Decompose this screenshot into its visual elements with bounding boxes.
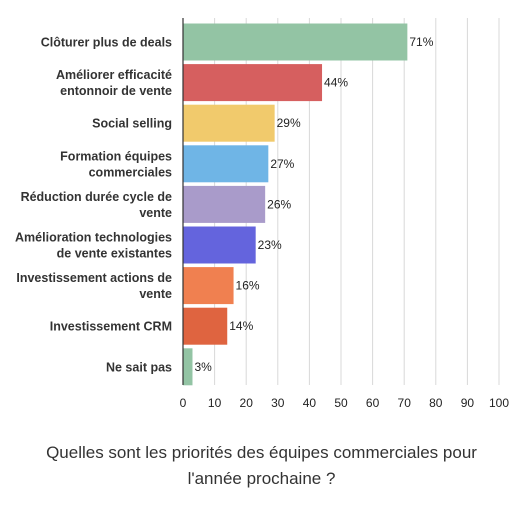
value-label: 3% bbox=[194, 360, 212, 374]
bar bbox=[183, 267, 234, 305]
category-label: Formation équipes commerciales bbox=[60, 149, 172, 179]
category-label-line: vente bbox=[139, 206, 172, 220]
category-label-line: Réduction durée cycle de bbox=[21, 190, 172, 204]
category-label-line: Social selling bbox=[92, 117, 172, 131]
category-label-line: Amélioration technologies bbox=[15, 231, 172, 245]
x-tick-label: 20 bbox=[240, 396, 254, 410]
x-tick-labels: 0 10 20 30 40 50 60 70 80 90 100 bbox=[180, 396, 510, 410]
category-label-line: commerciales bbox=[89, 165, 172, 179]
bar bbox=[183, 104, 275, 142]
chart-title-line-2: l'année prochaine ? bbox=[187, 469, 336, 488]
bar-chart: Clôturer plus de deals Améliorer efficaci… bbox=[15, 18, 510, 410]
category-label-line: de vente existantes bbox=[57, 247, 172, 261]
category-label-line: vente bbox=[139, 287, 172, 301]
category-label: Améliorer efficacité entonnoir de vente bbox=[56, 68, 172, 98]
x-tick-label: 90 bbox=[461, 396, 475, 410]
x-tick-label: 10 bbox=[208, 396, 222, 410]
value-label: 16% bbox=[236, 279, 260, 293]
value-label: 44% bbox=[324, 76, 348, 90]
x-tick-label: 0 bbox=[180, 396, 187, 410]
bar bbox=[183, 64, 323, 102]
bar bbox=[183, 145, 269, 183]
category-labels: Clôturer plus de deals Améliorer efficaci… bbox=[15, 36, 172, 375]
category-label-line: Clôturer plus de deals bbox=[41, 36, 172, 50]
value-label: 71% bbox=[409, 35, 433, 49]
x-tick-label: 80 bbox=[429, 396, 443, 410]
category-label: Investissement actions de vente bbox=[16, 271, 172, 301]
x-tick-label: 30 bbox=[271, 396, 285, 410]
bar bbox=[183, 226, 256, 264]
bar bbox=[183, 307, 228, 345]
category-label: Réduction durée cycle de vente bbox=[21, 190, 172, 220]
x-tick-label: 50 bbox=[334, 396, 348, 410]
category-label-line: Ne sait pas bbox=[106, 360, 172, 374]
bar bbox=[183, 348, 193, 386]
category-label: Social selling bbox=[92, 117, 172, 131]
value-label: 14% bbox=[229, 319, 253, 333]
category-label: Ne sait pas bbox=[106, 360, 172, 374]
category-label-line: Investissement actions de bbox=[16, 271, 172, 285]
category-label: Clôturer plus de deals bbox=[41, 36, 172, 50]
bar bbox=[183, 185, 266, 223]
x-tick-label: 70 bbox=[398, 396, 412, 410]
value-labels: 71% 44% 29% 27% 26% 23% 16% 14% 3% bbox=[194, 35, 433, 374]
x-tick-label: 60 bbox=[366, 396, 380, 410]
chart-title: Quelles sont les priorités des équipes c… bbox=[0, 440, 523, 492]
x-tick-label: 40 bbox=[303, 396, 317, 410]
value-label: 23% bbox=[258, 238, 282, 252]
category-label-line: Formation équipes bbox=[60, 149, 172, 163]
bar bbox=[183, 23, 408, 61]
category-label-line: Améliorer efficacité bbox=[56, 68, 172, 82]
bars bbox=[183, 23, 408, 386]
value-label: 29% bbox=[277, 116, 301, 130]
value-label: 27% bbox=[270, 157, 294, 171]
x-tick-label: 100 bbox=[489, 396, 509, 410]
category-label-line: Investissement CRM bbox=[50, 320, 172, 334]
chart-title-line-1: Quelles sont les priorités des équipes c… bbox=[46, 443, 477, 462]
value-label: 26% bbox=[267, 197, 291, 211]
category-label: Investissement CRM bbox=[50, 320, 172, 334]
category-label: Amélioration technologies de vente exista… bbox=[15, 231, 172, 261]
category-label-line: entonnoir de vente bbox=[60, 84, 172, 98]
